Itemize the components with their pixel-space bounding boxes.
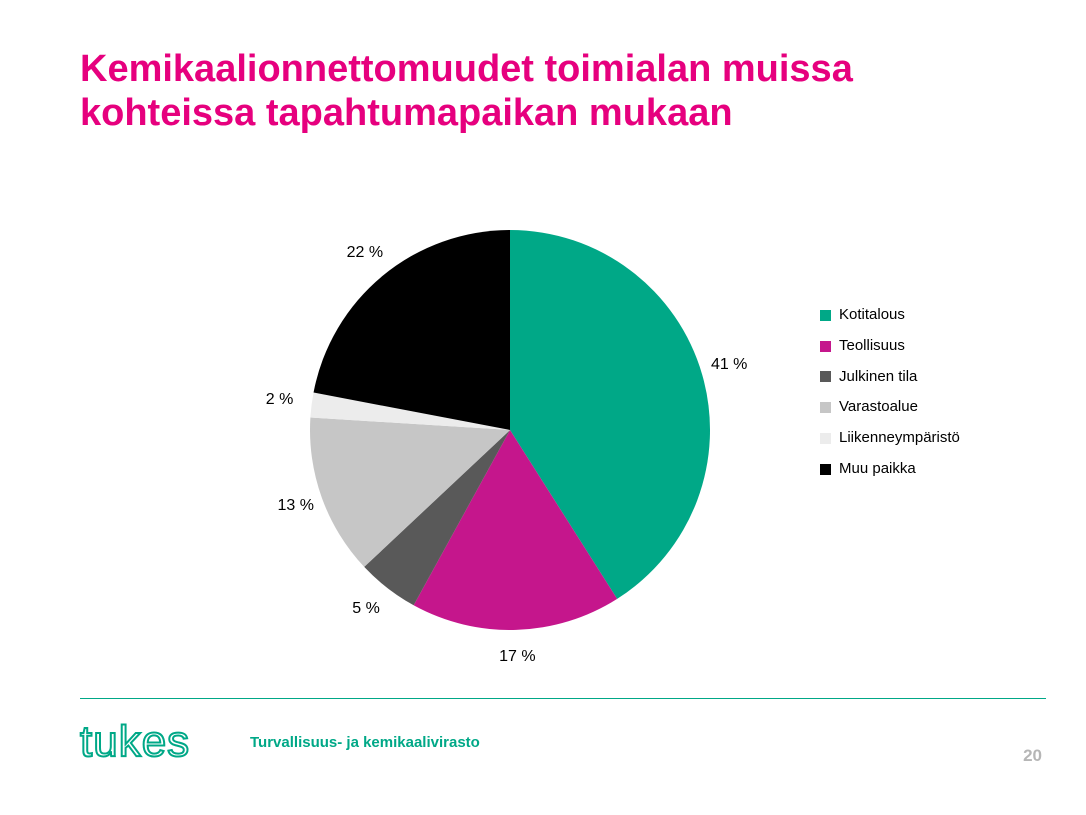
legend-label-varastoalue: Varastoalue (839, 392, 918, 423)
legend-item-muu_paikka: Muu paikka (820, 454, 960, 485)
legend-label-teollisuus: Teollisuus (839, 331, 905, 362)
legend-label-muu_paikka: Muu paikka (839, 454, 916, 485)
pie-label-teollisuus: 17 % (499, 648, 535, 666)
pie-chart: 41 % 17 % 5 % 13 % 2 % 22 % (230, 225, 790, 685)
legend-label-liikenneymparisto: Liikenneympäristö (839, 423, 960, 454)
pie-label-liikenneymparisto: 2 % (266, 391, 294, 409)
pie-svg (310, 230, 710, 630)
legend-item-liikenneymparisto: Liikenneympäristö (820, 423, 960, 454)
legend-label-kotitalous: Kotitalous (839, 300, 905, 331)
slide-title: Kemikaalionnettomuudet toimialan muissa … (80, 48, 1010, 135)
legend-label-julkinen_tila: Julkinen tila (839, 362, 917, 393)
pie-label-kotitalous: 41 % (711, 356, 747, 374)
legend-swatch-julkinen_tila (820, 371, 831, 382)
legend-swatch-varastoalue (820, 402, 831, 413)
legend-item-julkinen_tila: Julkinen tila (820, 362, 960, 393)
slide: Kemikaalionnettomuudet toimialan muissa … (0, 0, 1086, 815)
footer-agency-text: Turvallisuus- ja kemikaalivirasto (250, 734, 480, 751)
legend: KotitalousTeollisuusJulkinen tilaVarasto… (820, 300, 960, 485)
pie-wrap (310, 230, 710, 630)
legend-item-kotitalous: Kotitalous (820, 300, 960, 331)
legend-swatch-teollisuus (820, 341, 831, 352)
legend-swatch-kotitalous (820, 310, 831, 321)
logo-text: tukes (80, 717, 190, 766)
pie-label-julkinen_tila: 5 % (352, 600, 380, 618)
legend-swatch-liikenneymparisto (820, 433, 831, 444)
footer-divider (80, 698, 1046, 699)
legend-item-teollisuus: Teollisuus (820, 331, 960, 362)
page-number: 20 (1023, 746, 1042, 766)
pie-label-muu_paikka: 22 % (347, 244, 383, 262)
legend-item-varastoalue: Varastoalue (820, 392, 960, 423)
pie-label-varastoalue: 13 % (277, 497, 313, 515)
legend-swatch-muu_paikka (820, 464, 831, 475)
tukes-logo: tukes (80, 720, 190, 764)
